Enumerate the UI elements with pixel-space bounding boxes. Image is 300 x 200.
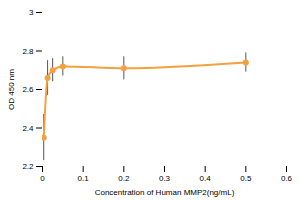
svg-text:0.5: 0.5 <box>240 174 252 183</box>
svg-text:2.4: 2.4 <box>22 124 34 133</box>
svg-text:2.6: 2.6 <box>22 85 34 94</box>
svg-text:OD 450 nm: OD 450 nm <box>7 69 16 110</box>
svg-text:0.6: 0.6 <box>281 174 293 183</box>
svg-text:3: 3 <box>29 8 34 17</box>
svg-text:0.4: 0.4 <box>200 174 212 183</box>
svg-text:2.8: 2.8 <box>22 47 34 56</box>
svg-text:0: 0 <box>40 174 45 183</box>
svg-text:Concentration of Human MMP2(ng: Concentration of Human MMP2(ng/mL) <box>95 188 235 197</box>
svg-text:0.3: 0.3 <box>159 174 171 183</box>
svg-text:0.1: 0.1 <box>78 174 90 183</box>
svg-text:2.2: 2.2 <box>22 162 34 171</box>
svg-text:0.2: 0.2 <box>118 174 130 183</box>
